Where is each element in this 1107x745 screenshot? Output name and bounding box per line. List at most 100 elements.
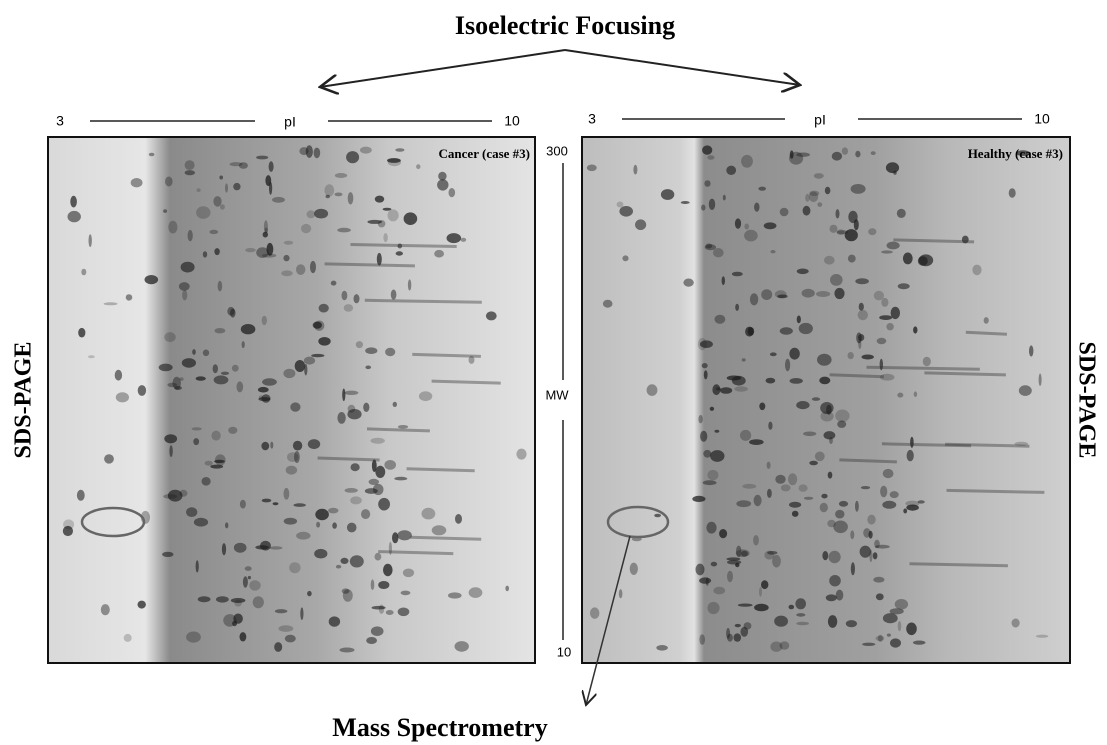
protein-spot <box>796 613 805 617</box>
protein-spot <box>859 303 864 311</box>
protein-spot <box>367 220 382 224</box>
protein-spot <box>897 209 906 218</box>
protein-spot <box>283 369 295 378</box>
protein-spot <box>837 229 845 235</box>
protein-spot <box>710 450 724 462</box>
protein-spot <box>232 365 239 372</box>
protein-spot <box>887 634 891 637</box>
protein-spot <box>789 502 801 508</box>
protein-spot <box>318 337 330 346</box>
protein-spot <box>68 211 81 222</box>
protein-spot <box>63 519 74 529</box>
protein-spot <box>164 332 175 342</box>
protein-spot <box>245 248 256 252</box>
protein-spot <box>378 498 390 511</box>
protein-spot <box>343 589 353 602</box>
protein-spot <box>734 633 742 641</box>
protein-spot <box>386 610 394 615</box>
protein-spot <box>767 462 771 469</box>
protein-spot <box>886 323 893 330</box>
protein-spot <box>719 529 727 538</box>
protein-spot <box>447 233 462 243</box>
protein-spot <box>656 645 668 651</box>
protein-spot <box>145 275 159 284</box>
protein-spot <box>821 494 827 499</box>
protein-spot <box>310 261 316 273</box>
protein-spot <box>131 178 143 187</box>
protein-spot <box>262 378 277 385</box>
protein-spot <box>701 205 705 211</box>
protein-spot <box>202 477 211 486</box>
protein-spot <box>388 209 399 221</box>
protein-spot <box>906 623 917 636</box>
protein-spot <box>855 151 860 158</box>
protein-spot <box>203 251 207 257</box>
protein-spot <box>828 472 833 479</box>
protein-spot <box>1036 635 1048 638</box>
protein-spot <box>903 509 907 514</box>
protein-spot <box>877 338 887 344</box>
arrow <box>565 50 800 85</box>
protein-spot <box>815 452 825 462</box>
protein-spot <box>868 228 876 235</box>
protein-spot <box>824 256 835 265</box>
protein-spot <box>269 161 274 172</box>
protein-spot <box>263 232 268 238</box>
protein-spot <box>713 248 724 257</box>
protein-spot <box>228 427 237 434</box>
protein-spot <box>215 328 226 333</box>
protein-spot <box>759 587 762 597</box>
protein-spot <box>744 622 752 629</box>
protein-spot <box>242 341 245 348</box>
protein-spot <box>422 508 436 520</box>
protein-spot <box>243 576 248 587</box>
footer-label: Mass Spectrometry <box>332 713 547 742</box>
protein-spot <box>681 201 690 204</box>
protein-spot <box>812 397 820 401</box>
protein-spot <box>788 473 797 485</box>
protein-spot <box>209 230 218 234</box>
protein-spot <box>88 355 95 358</box>
protein-spot <box>245 566 252 571</box>
side-label: SDS-PAGE <box>11 342 37 459</box>
protein-spot <box>727 571 733 582</box>
protein-spot <box>622 255 628 261</box>
protein-spot <box>258 387 269 393</box>
protein-spot <box>754 604 769 612</box>
protein-spot <box>913 641 926 645</box>
protein-spot <box>702 145 712 154</box>
protein-spot <box>819 377 830 385</box>
protein-spot <box>269 546 282 549</box>
protein-spot <box>225 522 228 528</box>
protein-spot <box>873 577 884 583</box>
protein-spot <box>395 148 404 151</box>
protein-streak <box>839 460 897 462</box>
protein-spot <box>168 221 177 234</box>
protein-spot <box>350 496 362 504</box>
protein-spot <box>365 347 377 354</box>
protein-spot <box>759 403 765 411</box>
protein-streak <box>412 354 481 356</box>
protein-spot <box>603 300 613 308</box>
protein-streak <box>924 373 1006 375</box>
protein-spot <box>375 196 384 203</box>
protein-spot <box>875 545 890 549</box>
ph-axis-label: pI <box>814 112 826 128</box>
protein-spot <box>703 450 711 458</box>
protein-spot <box>824 431 836 439</box>
protein-spot <box>234 543 247 553</box>
protein-spot <box>906 505 919 511</box>
protein-spot <box>832 152 842 161</box>
protein-spot <box>347 523 357 533</box>
protein-spot <box>835 510 844 519</box>
protein-spot <box>851 562 855 575</box>
protein-spot <box>726 166 736 175</box>
protein-spot <box>101 604 110 615</box>
protein-spot <box>858 310 868 320</box>
protein-spot <box>707 155 714 160</box>
protein-spot <box>365 366 371 370</box>
protein-spot <box>203 350 209 357</box>
protein-spot <box>742 484 756 489</box>
protein-spot <box>196 560 199 572</box>
protein-spot <box>803 206 811 216</box>
